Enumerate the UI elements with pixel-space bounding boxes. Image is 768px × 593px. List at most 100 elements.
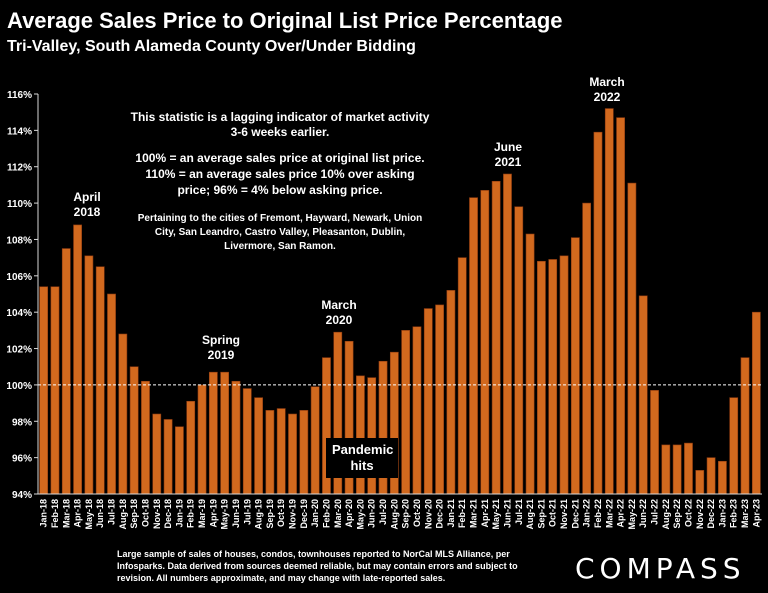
x-tick-label: Dec-18 bbox=[163, 499, 173, 529]
compass-logo: COMPASS bbox=[575, 552, 746, 585]
x-tick-label: Jan-20 bbox=[310, 499, 320, 528]
bar-Jun-19 bbox=[231, 380, 241, 495]
y-tick-label: 106% bbox=[6, 272, 32, 283]
bar-Dec-21 bbox=[570, 237, 580, 495]
bar-Jul-21 bbox=[514, 206, 524, 495]
y-tick-label: 116% bbox=[7, 90, 32, 101]
bar-Feb-19 bbox=[186, 400, 196, 495]
bar-Apr-21 bbox=[480, 190, 490, 495]
x-tick-label: Oct-21 bbox=[548, 499, 558, 527]
x-tick-label: Jun-22 bbox=[638, 499, 648, 528]
x-tick-label: Feb-23 bbox=[729, 499, 739, 528]
x-tick-label: Aug-19 bbox=[254, 499, 264, 530]
x-tick-label: Feb-18 bbox=[50, 499, 60, 528]
x-tick-label: Jul-18 bbox=[107, 499, 117, 525]
bar-Apr-22 bbox=[616, 117, 625, 495]
y-tick-label: 96% bbox=[12, 454, 32, 465]
y-tick-label: 108% bbox=[6, 235, 32, 246]
bar-Jan-20 bbox=[310, 386, 320, 495]
bar-Jan-19 bbox=[175, 426, 184, 495]
callout-april-2018: April 2018 bbox=[73, 190, 101, 219]
x-tick-label: Oct-20 bbox=[412, 499, 422, 527]
x-tick-label: Oct-19 bbox=[276, 499, 286, 527]
x-tick-label: Jul-21 bbox=[514, 499, 524, 525]
source-footnote: Large sample of sales of houses, condos,… bbox=[117, 549, 518, 583]
lagging-indicator-note: This statistic is a lagging indicator of… bbox=[130, 110, 430, 139]
bar-Oct-18 bbox=[141, 380, 150, 495]
x-tick-label: Nov-18 bbox=[152, 499, 162, 529]
bar-Jun-21 bbox=[503, 173, 512, 495]
y-tick-label: 104% bbox=[6, 308, 32, 319]
x-tick-label: Apr-21 bbox=[480, 499, 490, 528]
bar-Jan-21 bbox=[446, 290, 456, 495]
x-tick-label: Sep-18 bbox=[129, 499, 139, 529]
x-tick-label: Jan-19 bbox=[174, 499, 184, 528]
x-tick-label: Apr-19 bbox=[208, 499, 218, 528]
x-tick-label: Jan-18 bbox=[39, 499, 49, 528]
callout-june-2021: June 2021 bbox=[493, 140, 522, 169]
x-tick-label: Aug-22 bbox=[661, 499, 671, 530]
x-tick-label: Oct-22 bbox=[683, 499, 693, 527]
bar-Feb-22 bbox=[593, 131, 603, 495]
y-tick-label: 100% bbox=[6, 381, 32, 392]
x-tick-label: May-18 bbox=[84, 499, 94, 530]
bar-Apr-23 bbox=[751, 311, 761, 495]
bar-Aug-21 bbox=[525, 233, 535, 495]
x-tick-label: Nov-21 bbox=[559, 499, 569, 529]
x-tick-label: Sep-21 bbox=[536, 499, 546, 529]
x-tick-label: Feb-21 bbox=[457, 499, 467, 528]
bar-Jan-23 bbox=[718, 460, 727, 495]
bar-Apr-18 bbox=[73, 224, 82, 495]
x-tick-label: Dec-21 bbox=[570, 499, 580, 529]
x-tick-label: Mar-23 bbox=[740, 499, 750, 528]
bar-Sep-20 bbox=[401, 330, 411, 495]
bar-Jun-18 bbox=[95, 266, 105, 495]
bar-Feb-23 bbox=[729, 397, 739, 495]
x-tick-label: Apr-18 bbox=[73, 499, 83, 528]
chart-title: Average Sales Price to Original List Pri… bbox=[7, 8, 563, 33]
x-tick-label: Apr-23 bbox=[751, 499, 761, 528]
x-tick-label: Jan-22 bbox=[582, 499, 592, 528]
x-tick-label: Feb-20 bbox=[321, 499, 331, 528]
x-tick-label: Jan-23 bbox=[717, 499, 727, 528]
bar-May-21 bbox=[491, 180, 501, 495]
x-tick-label: Jul-20 bbox=[378, 499, 388, 525]
x-tick-label: Aug-18 bbox=[118, 499, 128, 530]
bar-Apr-19 bbox=[208, 371, 218, 495]
chart-subtitle: Tri-Valley, South Alameda County Over/Un… bbox=[7, 38, 416, 55]
x-tick-label: Jun-20 bbox=[367, 499, 377, 528]
bar-May-22 bbox=[627, 182, 637, 495]
bar-Dec-19 bbox=[299, 410, 309, 495]
bar-Aug-22 bbox=[661, 444, 671, 495]
x-tick-label: Apr-20 bbox=[344, 499, 354, 528]
bar-Jul-18 bbox=[107, 293, 116, 495]
callout-spring-2019: Spring 2019 bbox=[202, 333, 240, 362]
x-tick-label: Mar-20 bbox=[333, 499, 343, 528]
x-tick-label: Jul-22 bbox=[650, 499, 660, 525]
bar-Sep-22 bbox=[672, 444, 682, 495]
x-tick-label: Mar-18 bbox=[61, 499, 71, 528]
x-tick-label: Apr-22 bbox=[616, 499, 626, 528]
bar-Nov-22 bbox=[695, 470, 705, 495]
bar-Nov-19 bbox=[288, 413, 297, 495]
bar-Feb-18 bbox=[50, 286, 60, 495]
bar-Aug-19 bbox=[254, 397, 263, 495]
x-tick-label: Sep-22 bbox=[672, 499, 682, 529]
bar-Jul-19 bbox=[242, 388, 252, 495]
bar-Mar-23 bbox=[740, 357, 750, 495]
x-tick-label: Mar-22 bbox=[604, 499, 614, 528]
bar-Jan-22 bbox=[582, 202, 592, 495]
bar-Oct-19 bbox=[276, 408, 286, 495]
x-tick-label: Nov-20 bbox=[423, 499, 433, 529]
bar-Nov-21 bbox=[559, 255, 569, 495]
bar-Oct-21 bbox=[548, 259, 558, 495]
y-tick-label: 102% bbox=[6, 345, 32, 356]
bar-Jan-18 bbox=[39, 286, 49, 495]
bar-Oct-20 bbox=[412, 326, 422, 495]
callout-march-2022: March 2022 bbox=[589, 75, 625, 104]
x-tick-label: Jul-19 bbox=[242, 499, 252, 525]
bar-Dec-22 bbox=[706, 457, 716, 495]
x-tick-label: Aug-21 bbox=[525, 499, 535, 530]
x-tick-label: Dec-22 bbox=[706, 499, 716, 529]
x-tick-label: Aug-20 bbox=[389, 499, 399, 530]
